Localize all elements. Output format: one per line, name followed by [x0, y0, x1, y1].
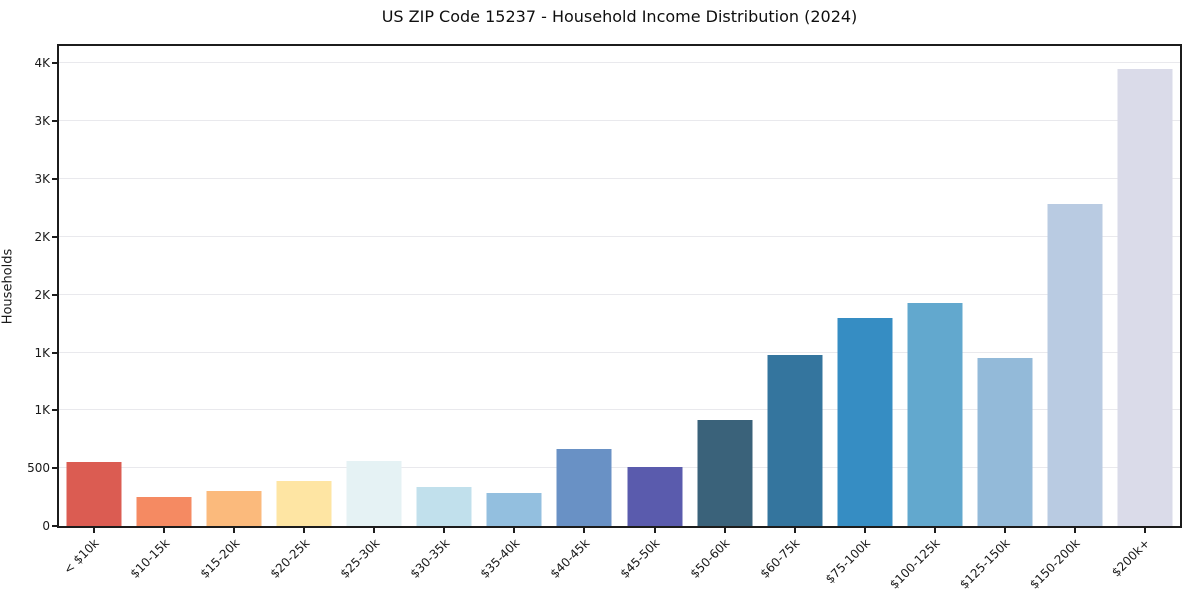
- y-axis-tick-labels: 0 500 1K 1K 2K 2K 3K 3K 4K: [0, 46, 50, 533]
- x-tick-mark: [1003, 528, 1006, 533]
- bar-$35-40k: [486, 493, 542, 526]
- x-tick-mark: [1073, 528, 1076, 533]
- bar-$30-35k: [416, 487, 472, 526]
- x-tick-label-text: $150-200k: [1027, 536, 1083, 590]
- gridline: [59, 235, 1180, 237]
- x-tick-mark: [93, 528, 96, 533]
- y-tick-label: 1K: [34, 403, 50, 418]
- gridline: [59, 467, 1180, 469]
- y-tick-label: 1K: [34, 345, 50, 360]
- x-tick-label-text: $40-45k: [547, 536, 593, 581]
- gridline: [59, 178, 1180, 180]
- y-tick-mark: [52, 525, 57, 527]
- gridline: [59, 62, 1180, 64]
- y-tick-mark: [52, 467, 57, 470]
- y-tick-label: 2K: [34, 287, 50, 302]
- x-tick-mark: [303, 528, 306, 533]
- x-tick-mark: [513, 528, 516, 533]
- plot-area: [57, 44, 1182, 528]
- gridline: [59, 351, 1180, 353]
- chart-title: US ZIP Code 15237 - Household Income Dis…: [381, 7, 858, 26]
- y-tick-mark: [52, 351, 57, 354]
- bar-$125-150k: [977, 358, 1033, 526]
- x-tick-mark: [163, 528, 166, 533]
- bar-$75-100k: [837, 317, 893, 526]
- bar-$20-25k: [276, 481, 332, 526]
- y-tick-label: 3K: [34, 172, 50, 187]
- bar-$40-45k: [556, 449, 612, 526]
- x-tick-label-text: $50-60k: [687, 536, 733, 581]
- x-tick-label-text: < $10k: [61, 536, 102, 577]
- x-tick-label-text: $60-75k: [757, 536, 803, 581]
- y-tick-mark: [52, 235, 57, 238]
- x-tick-mark: [233, 528, 236, 533]
- bar-$25-30k: [346, 461, 402, 526]
- x-tick-label-text: $10-15k: [127, 536, 172, 581]
- bar-< $10k: [66, 462, 122, 526]
- y-tick-mark: [52, 62, 57, 65]
- y-tick-label: 2K: [34, 229, 50, 244]
- gridline: [59, 120, 1180, 122]
- x-tick-label-text: $100-125k: [887, 536, 943, 590]
- bar-$10-15k: [136, 497, 192, 526]
- x-tick-label-text: $125-150k: [957, 536, 1013, 590]
- gridline: [59, 409, 1180, 411]
- x-axis-tick-labels: < $10k $10-15k $15-20k $20-25k $25-30k $30-35…: [59, 534, 1180, 590]
- x-tick-label-text: $45-50k: [617, 536, 663, 581]
- x-tick-label-text: $20-25k: [267, 536, 313, 581]
- bar-$200k+: [1117, 69, 1173, 526]
- y-tick-label: 4K: [34, 56, 50, 71]
- gridline: [59, 293, 1180, 295]
- y-tick-label: 0: [42, 519, 50, 533]
- x-tick-mark: [583, 528, 586, 533]
- y-tick-mark: [52, 293, 57, 296]
- y-tick-mark: [52, 178, 57, 180]
- bar-$15-20k: [206, 490, 262, 526]
- y-tick-mark: [52, 409, 57, 412]
- x-tick-label-text: $35-40k: [477, 536, 523, 581]
- bar-$150-200k: [1047, 204, 1103, 526]
- x-tick-mark: [863, 528, 866, 533]
- x-tick-mark: [723, 528, 726, 533]
- bar-$50-60k: [697, 419, 753, 526]
- y-tick-mark: [52, 120, 57, 123]
- x-tick-mark: [933, 528, 936, 533]
- y-tick-label: 3K: [34, 114, 50, 129]
- x-tick-mark: [443, 528, 446, 533]
- x-tick-mark: [1143, 528, 1146, 533]
- y-tick-label: 500: [27, 461, 50, 476]
- bar-$45-50k: [627, 467, 683, 526]
- x-tick-label-text: $200k+: [1109, 536, 1153, 580]
- x-tick-label-text: $30-35k: [407, 536, 453, 581]
- x-tick-mark: [373, 528, 376, 533]
- x-tick-label-text: $15-20k: [197, 536, 243, 581]
- x-tick-label-text: $25-30k: [337, 536, 383, 581]
- x-tick-label-text: $75-100k: [822, 536, 873, 587]
- bar-$60-75k: [767, 354, 823, 526]
- x-tick-mark: [653, 528, 656, 533]
- bar-$100-125k: [907, 303, 963, 526]
- x-tick-mark: [793, 528, 796, 533]
